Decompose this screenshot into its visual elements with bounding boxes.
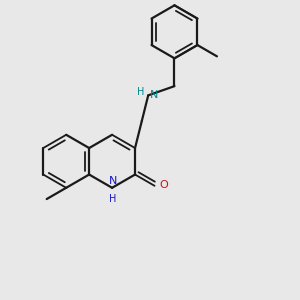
Text: N: N: [150, 90, 159, 100]
Text: H: H: [110, 194, 117, 204]
Text: H: H: [137, 87, 144, 98]
Text: O: O: [159, 180, 168, 190]
Text: N: N: [109, 176, 117, 186]
